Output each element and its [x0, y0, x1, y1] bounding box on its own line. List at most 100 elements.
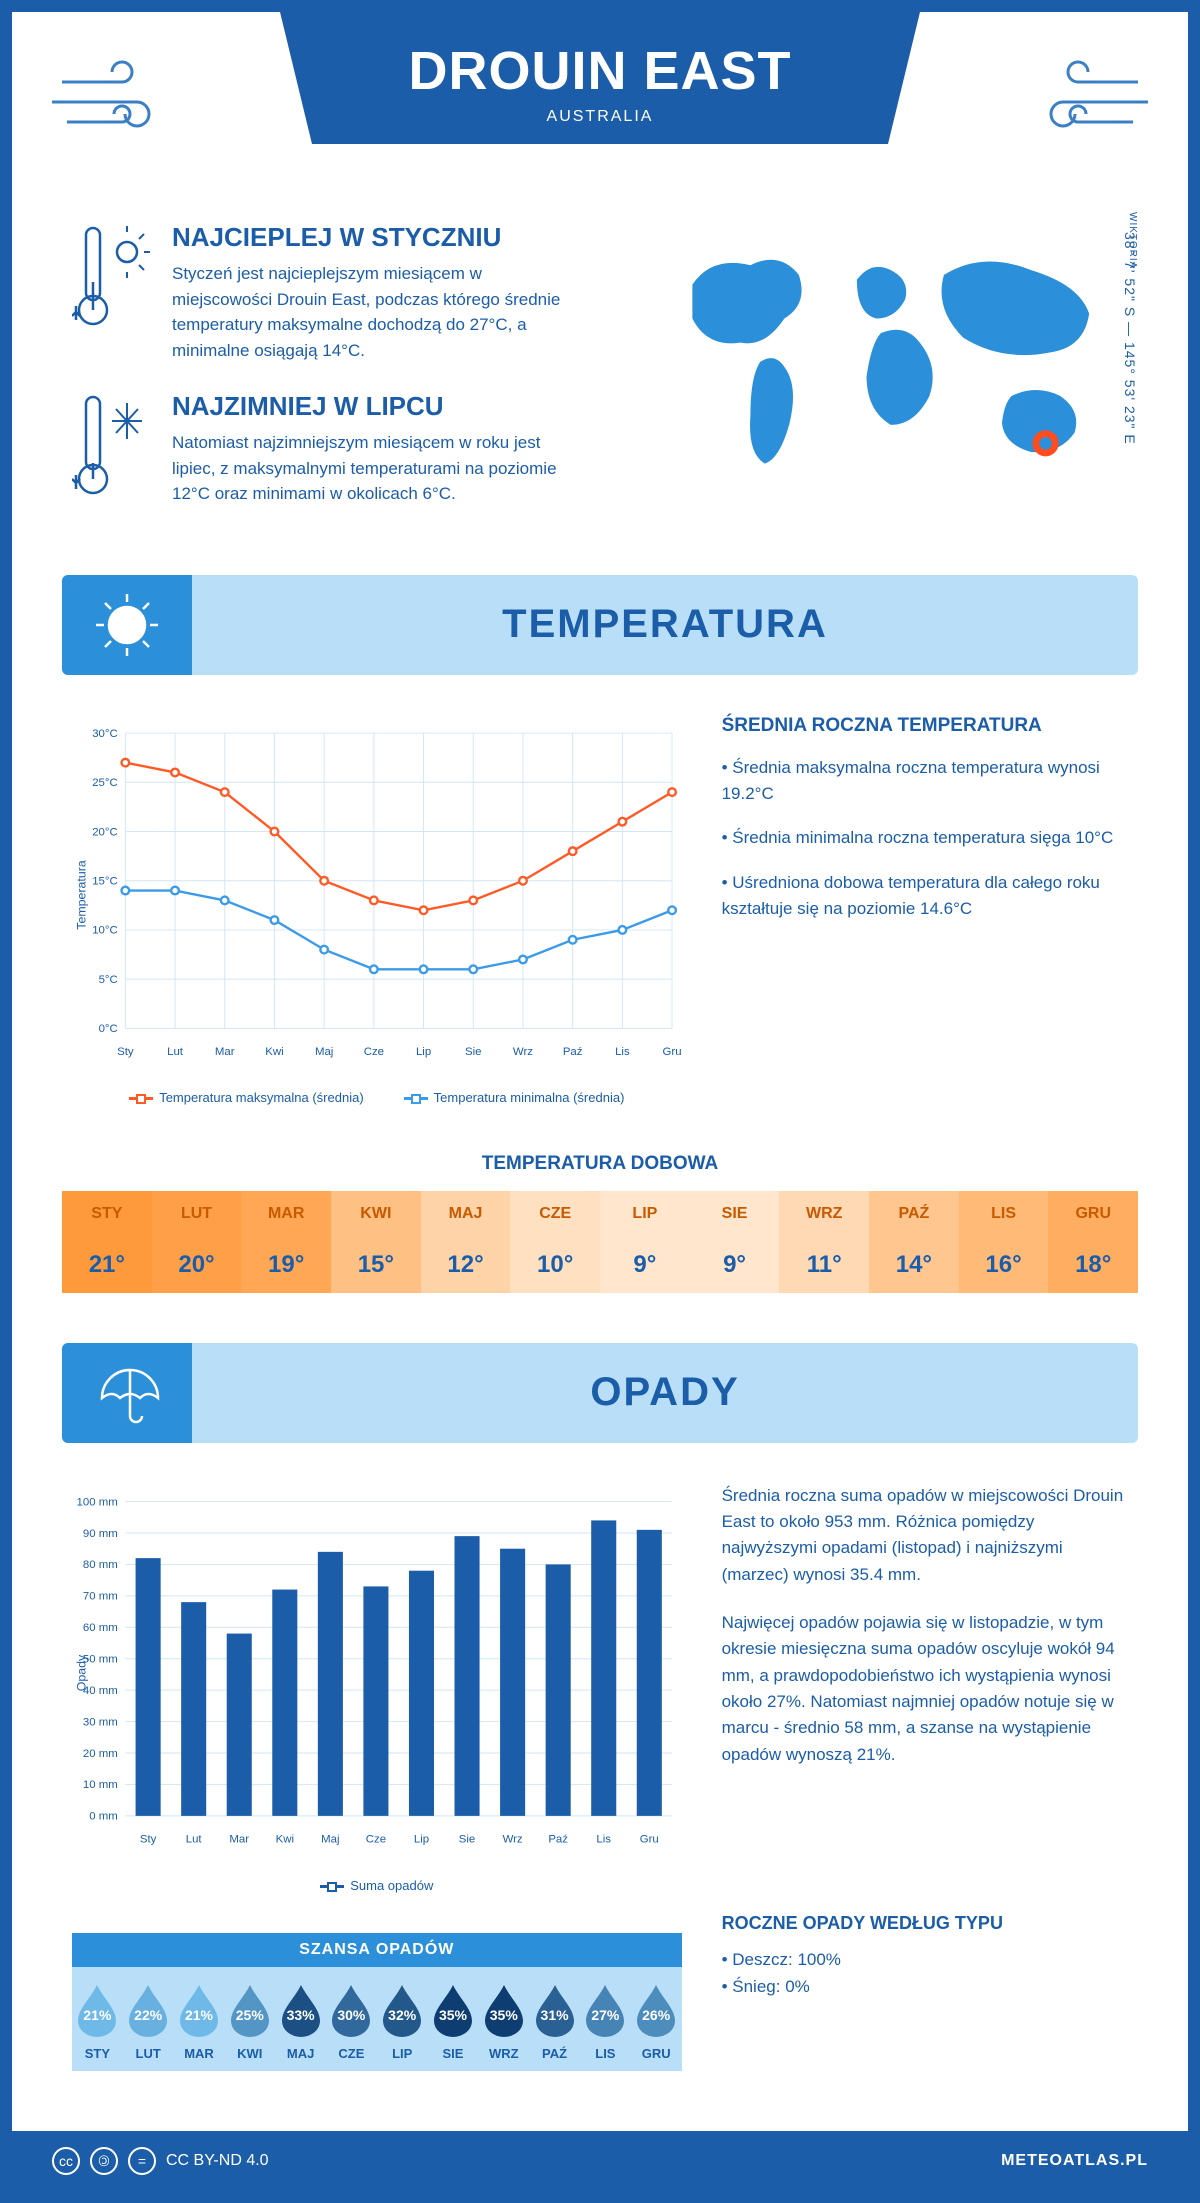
svg-text:Temperatura: Temperatura: [74, 860, 88, 930]
chance-item: 33% MAJ: [275, 1981, 326, 2061]
coordinates: 38° 7' 52" S — 145° 53' 23" E: [1122, 232, 1138, 445]
svg-text:Sie: Sie: [459, 1833, 476, 1845]
site-name: METEOATLAS.PL: [1001, 2152, 1148, 2170]
table-value-cell: 15°: [331, 1237, 421, 1293]
table-header-cell: STY: [62, 1191, 152, 1237]
svg-text:5°C: 5°C: [99, 973, 118, 985]
svg-text:10 mm: 10 mm: [83, 1779, 118, 1791]
chance-month: LIS: [580, 2046, 631, 2061]
svg-text:0 mm: 0 mm: [89, 1810, 118, 1822]
svg-text:Lis: Lis: [615, 1046, 630, 1058]
coldest-text: Natomiast najzimniejszym miesiącem w rok…: [172, 430, 572, 507]
section-header-precipitation: OPADY: [62, 1343, 1138, 1443]
precipitation-summary: Średnia roczna suma opadów w miejscowośc…: [722, 1483, 1128, 1893]
chance-item: 35% SIE: [428, 1981, 479, 2061]
chance-month: PAŹ: [529, 2046, 580, 2061]
table-value-cell: 16°: [959, 1237, 1049, 1293]
svg-text:25°C: 25°C: [92, 777, 118, 789]
table-value-cell: 18°: [1048, 1237, 1138, 1293]
svg-text:0°C: 0°C: [99, 1023, 118, 1035]
table-value-cell: 20°: [152, 1237, 242, 1293]
table-header-cell: MAJ: [421, 1191, 511, 1237]
chance-item: 27% LIS: [580, 1981, 631, 2061]
chance-month: MAJ: [275, 2046, 326, 2061]
table-header-cell: WRZ: [779, 1191, 869, 1237]
svg-text:30 mm: 30 mm: [83, 1716, 118, 1728]
svg-text:70 mm: 70 mm: [83, 1590, 118, 1602]
temp-summary-heading: ŚREDNIA ROCZNA TEMPERATURA: [722, 715, 1128, 737]
svg-text:10°C: 10°C: [92, 924, 118, 936]
precip-type-line: • Deszcz: 100%: [722, 1946, 1128, 1973]
table-header-cell: MAR: [241, 1191, 331, 1237]
chance-item: 30% CZE: [326, 1981, 377, 2061]
svg-text:60 mm: 60 mm: [83, 1622, 118, 1634]
chance-value: 35%: [430, 2007, 476, 2023]
temp-bullet: • Uśredniona dobowa temperatura dla całe…: [722, 870, 1128, 923]
table-header-cell: LIS: [959, 1191, 1049, 1237]
section-title: OPADY: [192, 1370, 1138, 1415]
svg-text:100 mm: 100 mm: [77, 1496, 118, 1508]
svg-text:Lut: Lut: [186, 1833, 203, 1845]
svg-text:Sty: Sty: [140, 1833, 157, 1845]
svg-text:Lis: Lis: [596, 1833, 611, 1845]
svg-text:20 mm: 20 mm: [83, 1747, 118, 1759]
chart-legend: Temperatura maksymalna (średnia)Temperat…: [72, 1090, 682, 1105]
chance-month: CZE: [326, 2046, 377, 2061]
cc-icon: cc: [52, 2147, 80, 2175]
svg-text:30°C: 30°C: [92, 727, 118, 739]
daily-temp-heading: TEMPERATURA DOBOWA: [12, 1153, 1188, 1175]
coldest-title: NAJZIMNIEJ W LIPCU: [172, 391, 572, 422]
raindrop-icon: 33%: [278, 1981, 324, 2037]
table-value-cell: 11°: [779, 1237, 869, 1293]
table-value-cell: 19°: [241, 1237, 331, 1293]
thermometer-snow-icon: [72, 391, 152, 507]
chance-value: 31%: [532, 2007, 578, 2023]
chance-item: 21% STY: [72, 1981, 123, 2061]
raindrop-icon: 21%: [176, 1981, 222, 2037]
nd-icon: =: [128, 2147, 156, 2175]
chance-value: 26%: [633, 2007, 679, 2023]
precip-text-1: Średnia roczna suma opadów w miejscowośc…: [722, 1483, 1128, 1588]
legend-item: Temperatura maksymalna (średnia): [129, 1090, 363, 1105]
table-value-cell: 9°: [600, 1237, 690, 1293]
svg-text:Wrz: Wrz: [503, 1833, 523, 1845]
svg-text:15°C: 15°C: [92, 875, 118, 887]
page-title: DROUIN EAST: [280, 40, 920, 102]
wind-icon: [1028, 52, 1148, 157]
chance-item: 25% KWI: [224, 1981, 275, 2061]
svg-text:90 mm: 90 mm: [83, 1527, 118, 1539]
svg-text:Maj: Maj: [321, 1833, 339, 1845]
chance-item: 32% LIP: [377, 1981, 428, 2061]
chance-value: 21%: [176, 2007, 222, 2023]
temp-bullet: • Średnia maksymalna roczna temperatura …: [722, 755, 1128, 808]
table-header-cell: PAŹ: [869, 1191, 959, 1237]
svg-text:Cze: Cze: [364, 1046, 384, 1058]
chance-value: 30%: [328, 2007, 374, 2023]
table-value-cell: 12°: [421, 1237, 511, 1293]
precip-type-heading: ROCZNE OPADY WEDŁUG TYPU: [722, 1913, 1128, 1934]
raindrop-icon: 31%: [532, 1981, 578, 2037]
svg-text:Lip: Lip: [416, 1046, 431, 1058]
chance-value: 32%: [379, 2007, 425, 2023]
chance-month: SIE: [428, 2046, 479, 2061]
title-banner: DROUIN EAST AUSTRALIA: [280, 12, 920, 144]
chance-month: GRU: [631, 2046, 682, 2061]
section-title: TEMPERATURA: [192, 602, 1138, 647]
table-header-cell: SIE: [690, 1191, 780, 1237]
warmest-block: NAJCIEPLEJ W STYCZNIU Styczeń jest najci…: [72, 222, 604, 363]
raindrop-icon: 22%: [125, 1981, 171, 2037]
chance-month: LUT: [123, 2046, 174, 2061]
svg-text:Gru: Gru: [640, 1833, 659, 1845]
infographic-frame: DROUIN EAST AUSTRALIA NAJCIEPLEJ W STYCZ…: [0, 0, 1200, 2203]
chance-value: 25%: [227, 2007, 273, 2023]
svg-text:20°C: 20°C: [92, 826, 118, 838]
table-value-cell: 21°: [62, 1237, 152, 1293]
chance-item: 22% LUT: [123, 1981, 174, 2061]
chance-heading: SZANSA OPADÓW: [72, 1933, 682, 1967]
chance-value: 27%: [582, 2007, 628, 2023]
chance-month: WRZ: [478, 2046, 529, 2061]
coldest-block: NAJZIMNIEJ W LIPCU Natomiast najzimniejs…: [72, 391, 604, 507]
chance-item: 35% WRZ: [478, 1981, 529, 2061]
chart-legend: Suma opadów: [72, 1878, 682, 1893]
raindrop-icon: 35%: [481, 1981, 527, 2037]
